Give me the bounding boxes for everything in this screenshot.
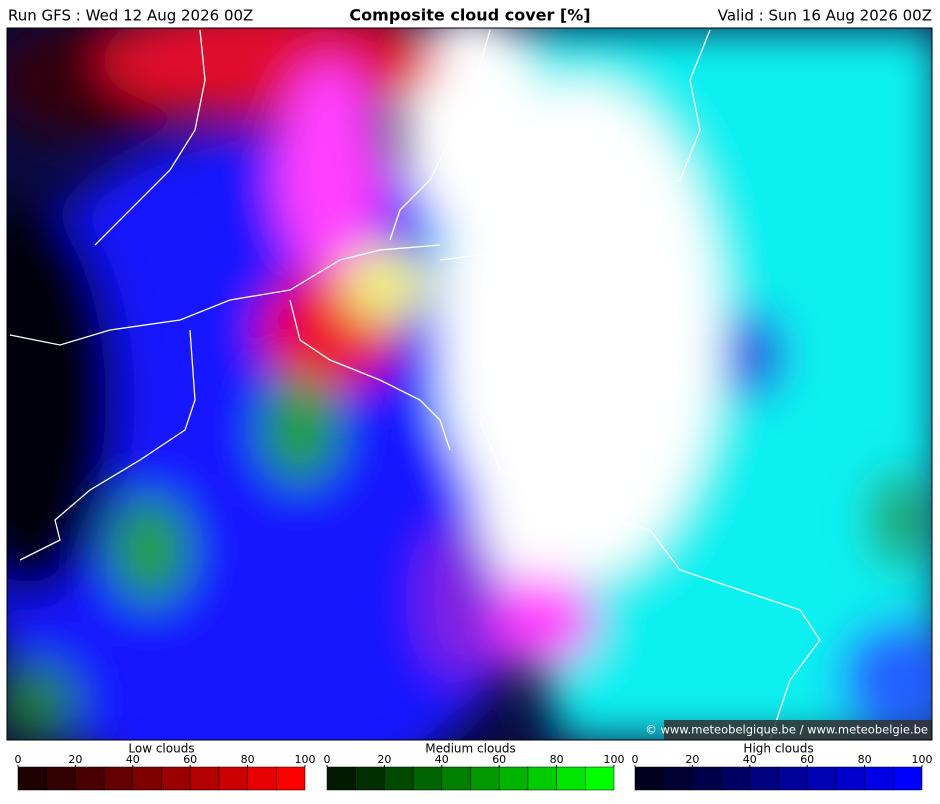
legend-swatch — [663, 766, 693, 791]
legend-tick-label: 80 — [858, 753, 872, 766]
legend-tick-label: 100 — [604, 753, 625, 766]
legend-swatch — [893, 766, 923, 791]
map-title: Composite cloud cover [%] — [349, 6, 590, 25]
legend-swatch — [778, 766, 808, 791]
legend-tick-label: 60 — [492, 753, 506, 766]
legend-swatch — [384, 766, 414, 791]
legend-swatch — [749, 766, 779, 791]
legend-swatch — [498, 766, 529, 791]
legend-swatch — [132, 766, 162, 791]
legend-swatch — [441, 766, 471, 791]
legend-title: Medium clouds — [425, 742, 516, 756]
legend-tick-label: 0 — [632, 753, 639, 766]
legend-swatch — [276, 766, 306, 791]
legend-tick-label: 20 — [377, 753, 391, 766]
legend-swatch — [720, 766, 751, 791]
legend-swatch — [835, 766, 865, 791]
legend-tick-label: 0 — [324, 753, 331, 766]
legend-swatch — [556, 766, 586, 791]
legend-swatch — [864, 766, 894, 791]
legend-tick-label: 20 — [685, 753, 699, 766]
legend-tick-label: 40 — [743, 753, 757, 766]
legend-swatch — [161, 766, 191, 791]
legend-swatch — [355, 766, 385, 791]
legend-tick-label: 80 — [241, 753, 255, 766]
legend-tick-label: 60 — [183, 753, 197, 766]
legend-swatch — [189, 766, 220, 791]
legend-swatch — [634, 766, 664, 791]
legend-swatch — [103, 766, 134, 791]
legend-swatch — [470, 766, 500, 791]
legend-swatch — [218, 766, 248, 791]
legend-swatch — [412, 766, 443, 791]
legend-swatch — [17, 766, 47, 791]
legend-swatch — [247, 766, 277, 791]
legend-swatch — [585, 766, 615, 791]
legend-tick-label: 100 — [912, 753, 933, 766]
legends: Low clouds 0 20 40 60 80 100 Medium clouds 0 20 40… — [15, 742, 933, 791]
legend-tick-label: 100 — [295, 753, 316, 766]
legend-title: High clouds — [743, 742, 813, 756]
run-info: Run GFS : Wed 12 Aug 2026 00Z — [8, 7, 253, 25]
legend-tick-label: 0 — [15, 753, 22, 766]
legend-swatch — [46, 766, 76, 791]
legend-title: Low clouds — [128, 742, 194, 756]
legend-tick-label: 80 — [550, 753, 564, 766]
legend-swatch — [326, 766, 356, 791]
legend-swatch — [75, 766, 105, 791]
legend-swatch — [692, 766, 722, 791]
legend-tick-label: 20 — [68, 753, 82, 766]
legend-swatch — [527, 766, 557, 791]
valid-info: Valid : Sun 16 Aug 2026 00Z — [718, 7, 932, 25]
credit: © www.meteobelgique.be / www.meteobelgie… — [645, 723, 928, 737]
legend-tick-label: 40 — [126, 753, 140, 766]
legend-swatch — [806, 766, 837, 791]
legend-tick-label: 40 — [435, 753, 449, 766]
legend-tick-label: 60 — [800, 753, 814, 766]
